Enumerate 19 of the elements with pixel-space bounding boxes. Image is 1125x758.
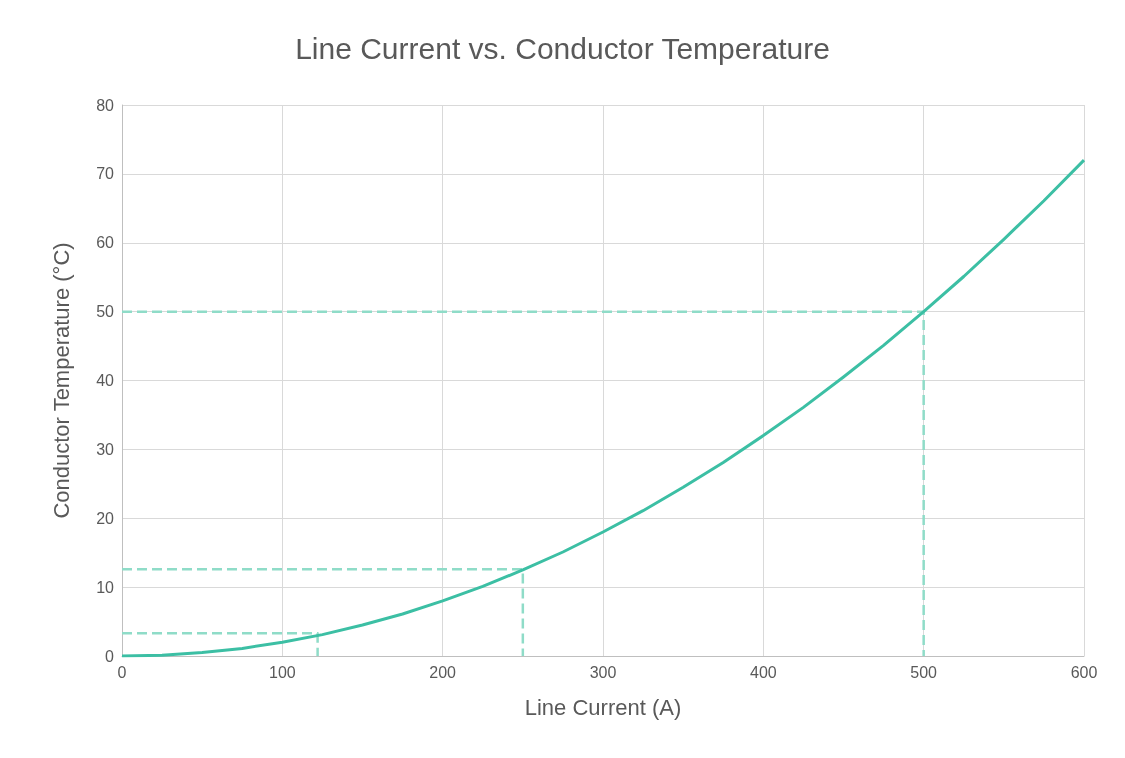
x-tick-label: 300 bbox=[589, 663, 617, 681]
y-tick-label: 40 bbox=[96, 372, 115, 389]
x-axis-title: Line Current (A) bbox=[524, 694, 682, 720]
y-tick-label: 50 bbox=[96, 303, 115, 321]
y-tick-label: 60 bbox=[96, 234, 115, 252]
y-tick-label: 0 bbox=[105, 647, 115, 665]
x-tick-label: 100 bbox=[268, 663, 296, 681]
y-tick-label: 30 bbox=[96, 440, 115, 458]
y-tick-label: 70 bbox=[96, 165, 115, 183]
x-tick-label: 500 bbox=[910, 663, 938, 681]
y-tick-label: 80 bbox=[96, 96, 115, 114]
x-tick-label: 0 bbox=[117, 663, 127, 681]
y-tick-label: 10 bbox=[96, 578, 115, 596]
x-tick-label: 600 bbox=[1070, 663, 1098, 681]
y-tick-label: 20 bbox=[96, 509, 115, 527]
x-tick-label: 200 bbox=[429, 663, 457, 681]
chart-title: Line Current vs. Conductor Temperature bbox=[295, 31, 830, 65]
x-tick-label: 400 bbox=[749, 663, 777, 681]
y-axis-title: Conductor Temperature (°C) bbox=[48, 242, 74, 519]
